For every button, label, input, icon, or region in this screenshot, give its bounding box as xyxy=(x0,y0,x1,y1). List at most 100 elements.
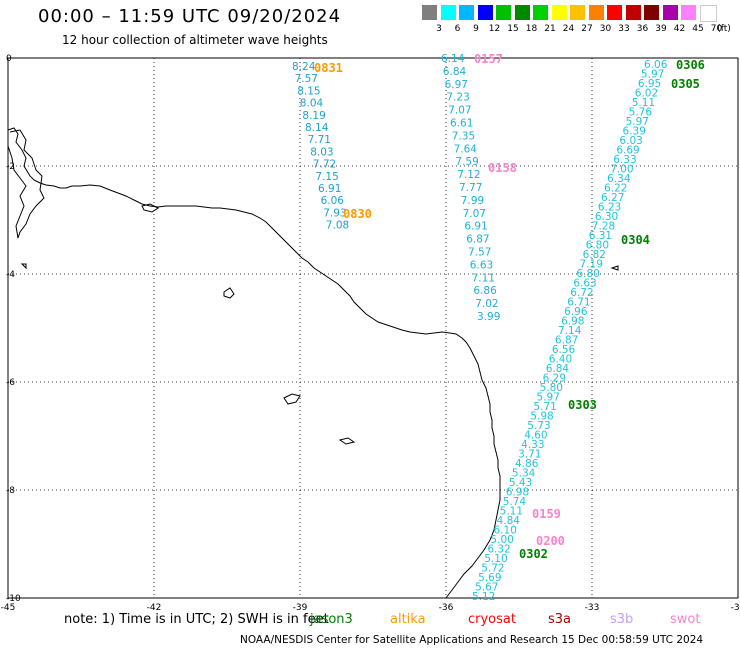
swh-value: 6.22 xyxy=(604,183,627,195)
legend-tick-label: 70 xyxy=(710,24,723,34)
legend-swatch xyxy=(459,5,474,20)
swh-value: 8.03 xyxy=(310,146,333,158)
swh-value: 7.08 xyxy=(326,220,349,232)
island-4 xyxy=(338,437,356,445)
swh-value: 6.27 xyxy=(601,192,624,204)
swh-value: 8.24 xyxy=(292,61,316,73)
latitude-label: -6 xyxy=(6,378,15,388)
latitude-label: -4 xyxy=(6,270,15,280)
swh-value: 6.97 xyxy=(445,79,468,91)
swh-value: 6.84 xyxy=(443,66,467,78)
swh-value: 6.98 xyxy=(561,316,584,328)
swh-value: 5.10 xyxy=(484,553,507,565)
longitude-label: -42 xyxy=(147,603,162,613)
legend-swatch xyxy=(477,5,493,20)
swh-value: 6.87 xyxy=(555,335,578,347)
swh-value: 7.00 xyxy=(610,164,633,176)
swh-value: 5.11 xyxy=(500,506,523,518)
swh-value: 6.06 xyxy=(321,195,345,207)
map-subtitle: 12 hour collection of altimeter wave hei… xyxy=(62,33,328,47)
swh-value: 6.34 xyxy=(607,173,631,185)
swh-value: 6.14 xyxy=(441,53,465,65)
swh-value: 5.72 xyxy=(481,563,504,575)
swh-value: 3.99 xyxy=(477,311,500,323)
swh-value: 6.72 xyxy=(570,287,593,299)
legend-unit: (ft) xyxy=(717,24,731,34)
coastline xyxy=(7,127,501,599)
swh-value: 7.71 xyxy=(308,134,331,146)
legend-tick-label: 15 xyxy=(507,24,519,34)
longitude-label: -45 xyxy=(1,603,16,613)
credit-line: NOAA/NESDIS Center for Satellite Applica… xyxy=(240,634,704,646)
swh-value: 7.93 xyxy=(323,207,346,219)
swh-value: 6.40 xyxy=(549,354,572,366)
satellite-legend-item: jason3 xyxy=(310,612,353,627)
swh-value: 6.87 xyxy=(466,234,489,246)
pass-time-label: 0306 xyxy=(676,58,705,72)
satellite-legend-item: swot xyxy=(670,612,701,627)
swh-value: 7.59 xyxy=(455,156,478,168)
satellite-legend-item: cryosat xyxy=(468,612,516,627)
swh-value: 5.11 xyxy=(632,97,655,109)
legend-tick-label: 9 xyxy=(473,24,479,34)
latitude-label: -8 xyxy=(6,486,15,496)
swh-value: 5.74 xyxy=(503,496,527,508)
note-text: note: 1) Time is in UTC; 2) SWH is in fe… xyxy=(64,612,329,627)
swh-value: 5.67 xyxy=(475,582,498,594)
swh-value: 6.82 xyxy=(583,249,606,261)
legend-swatch xyxy=(644,5,659,20)
coast-detail xyxy=(7,129,45,239)
legend-tick-label: 30 xyxy=(599,24,612,34)
swh-value: 5.69 xyxy=(478,572,501,584)
swh-value: 7.28 xyxy=(592,221,615,233)
swh-value: 5.97 xyxy=(641,69,664,81)
longitude-label: -30 xyxy=(731,603,740,613)
swh-value: 5.34 xyxy=(512,468,536,480)
swh-value: 6.98 xyxy=(506,487,529,499)
swh-value: 6.69 xyxy=(616,145,639,157)
swh-value: 6.33 xyxy=(613,154,636,166)
swh-value: 6.86 xyxy=(473,285,497,297)
swh-value: 7.07 xyxy=(463,208,486,220)
longitude-label: -33 xyxy=(585,603,600,613)
swh-value: 6.91 xyxy=(318,183,341,195)
swh-value: 6.95 xyxy=(638,78,661,90)
legend-swatch xyxy=(496,5,511,20)
swh-value: 6.06 xyxy=(644,59,668,71)
latitude-label: 0 xyxy=(6,54,12,64)
legend-swatch xyxy=(625,5,641,20)
swh-value: 6.63 xyxy=(573,278,596,290)
legend-tick-label: 42 xyxy=(673,24,686,34)
swh-value: 6.10 xyxy=(494,525,517,537)
swh-value: 7.57 xyxy=(468,247,491,259)
island-1 xyxy=(141,203,159,213)
legend-swatch xyxy=(681,5,696,20)
legend-swatch xyxy=(533,5,548,20)
swh-value: 6.80 xyxy=(586,240,609,252)
swh-value: 6.71 xyxy=(567,297,590,309)
legend-tick-label: 36 xyxy=(636,24,649,34)
pass-time-label: 0303 xyxy=(568,398,597,412)
swh-value: 6.96 xyxy=(564,306,588,318)
swh-value: 6.63 xyxy=(470,259,493,271)
swh-value: 5.98 xyxy=(530,411,553,423)
pass-time-label: 0305 xyxy=(671,77,700,91)
legend-swatch xyxy=(588,5,604,20)
swh-value: 4.60 xyxy=(524,430,547,442)
legend-tick-label: 18 xyxy=(525,24,538,34)
swh-value: 4.33 xyxy=(521,439,544,451)
satellite-legend-item: altika xyxy=(390,612,426,627)
swh-value: 6.61 xyxy=(450,118,473,130)
pass-time-label: 0158 xyxy=(488,161,517,175)
swh-value: 5.00 xyxy=(490,534,513,546)
latitude-label: -2 xyxy=(6,162,15,172)
legend-tick-label: 21 xyxy=(544,24,556,34)
graticule xyxy=(8,58,738,598)
swh-value: 8.14 xyxy=(305,122,329,134)
swh-value: 6.29 xyxy=(543,373,566,385)
swh-value: 6.02 xyxy=(635,88,658,100)
swh-value: 7.19 xyxy=(580,259,603,271)
swh-value: 6.84 xyxy=(546,363,570,375)
swh-value: 5.73 xyxy=(527,420,550,432)
